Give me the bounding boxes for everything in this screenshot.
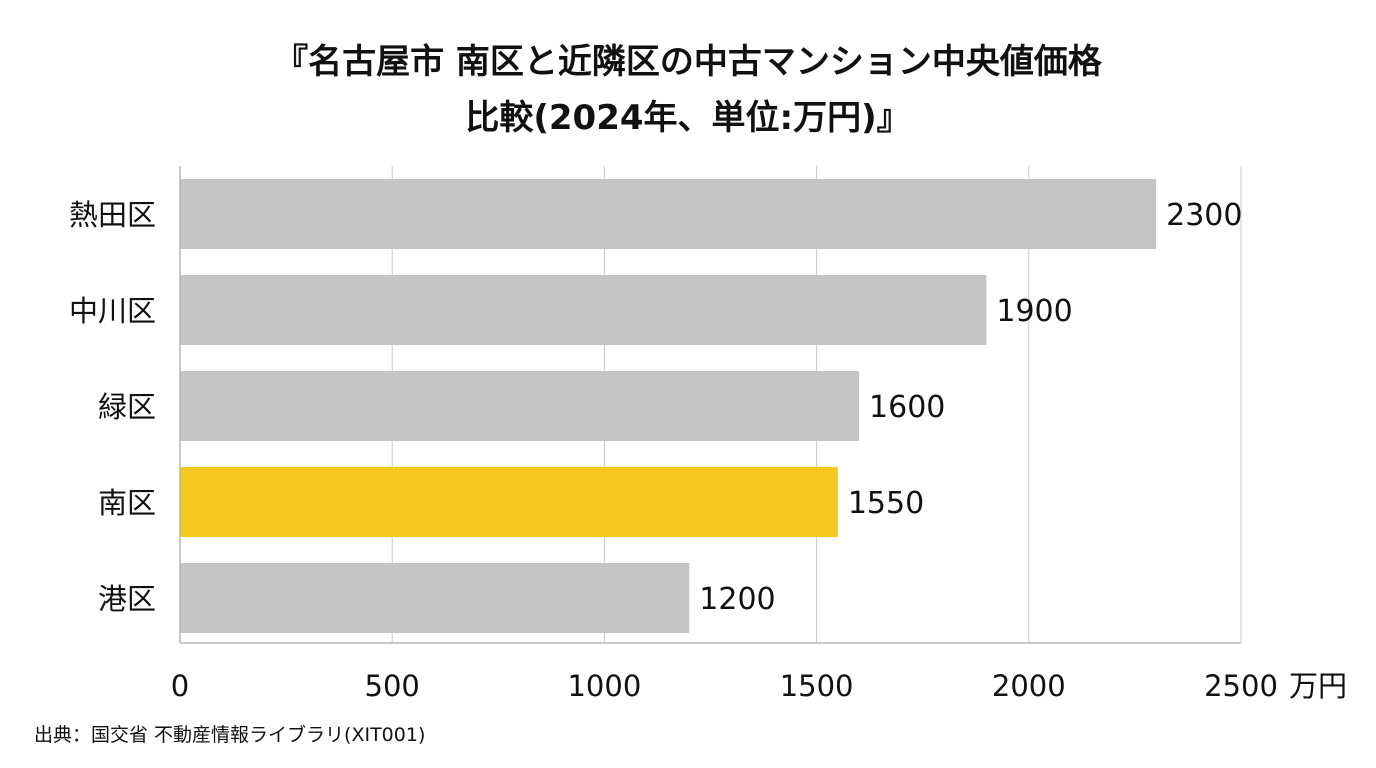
x-tick-label: 1500 [780,669,854,703]
bar-2 [180,371,860,441]
value-label: 1600 [869,390,945,425]
axes [179,166,1241,644]
value-label: 1550 [848,486,924,521]
source-note: 出典：国交省 不動産情報ライブラリ(XIT001) [34,724,426,746]
bar-3 [180,467,838,537]
x-tick-label: 2000 [992,669,1066,703]
bar-4 [180,563,690,633]
x-axis-unit: 万円 [1289,669,1347,703]
chart-title: 『名古屋市 南区と近隣区の中古マンション中央値価格 比較(2024年、単位:万円… [0,34,1376,146]
x-tick-label: 2500 [1204,669,1278,703]
x-tick-label: 500 [365,669,420,703]
chart-title-line-2: 比較(2024年、単位:万円)』 [465,98,911,138]
category-label: 緑区 [98,390,156,424]
category-label: 熱田区 [69,198,156,232]
value-label: 1900 [996,294,1072,329]
x-tick-label: 0 [171,669,189,703]
category-label: 港区 [98,582,156,616]
value-label: 2300 [1166,198,1242,233]
chart-title-line-1: 『名古屋市 南区と近隣区の中古マンション中央値価格 [274,42,1102,82]
bar-0 [180,179,1157,249]
labels: 0 500 1000 1500 2000 2500 万円 熱田区 2300 中川区 1900 緑区 16… [69,198,1347,703]
category-label: 南区 [98,486,156,520]
value-label: 1200 [699,582,775,617]
bars [180,179,1157,633]
bar-1 [180,275,987,345]
x-tick-label: 1000 [567,669,641,703]
category-label: 中川区 [69,294,156,328]
